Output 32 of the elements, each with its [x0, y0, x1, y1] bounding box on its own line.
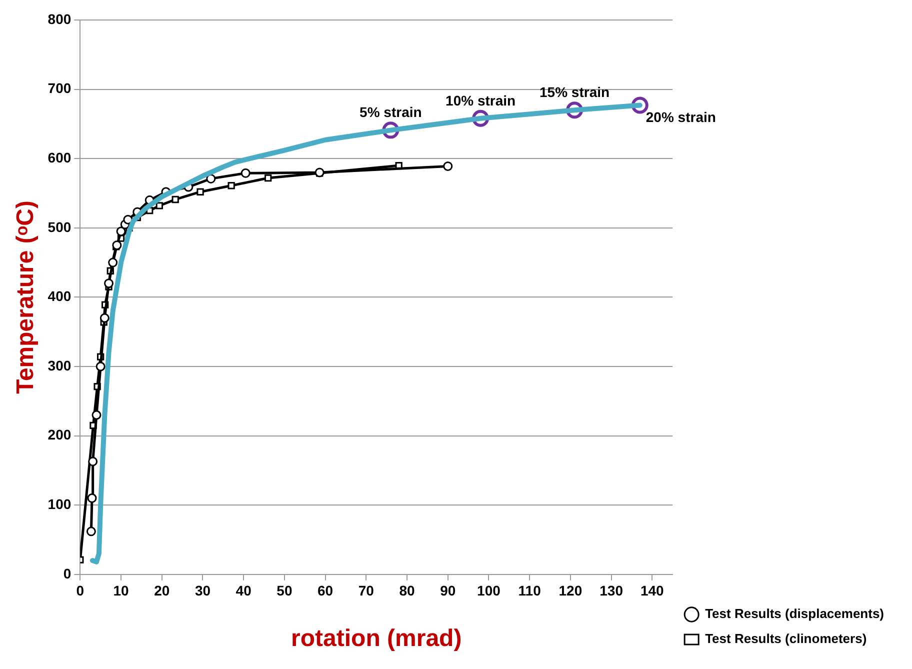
- x-tick-label: 60: [318, 582, 334, 599]
- annotation: 15% strain: [540, 84, 610, 100]
- x-tick-label: 90: [440, 582, 456, 599]
- y-tick-label: 400: [48, 288, 72, 304]
- y-axis-title: Temperature (ᵒC): [12, 200, 40, 394]
- y-tick-label: 500: [48, 218, 72, 235]
- annotation: 5% strain: [360, 104, 422, 120]
- x-tick-label: 110: [518, 582, 542, 599]
- x-tick-label: 10: [113, 582, 130, 599]
- x-tick-label: 70: [358, 582, 374, 599]
- annotation: 10% strain: [446, 92, 516, 108]
- x-tick-label: 50: [276, 582, 292, 599]
- x-tick-label: 120: [558, 582, 582, 599]
- legend-label: Test Results (clinometers): [705, 631, 867, 646]
- y-tick-label: 300: [48, 357, 72, 374]
- x-tick-label: 0: [76, 582, 84, 599]
- y-tick-label: 700: [48, 80, 72, 96]
- y-tick-label: 0: [63, 565, 72, 582]
- annotation: 20% strain: [646, 109, 716, 126]
- x-tick-label: 80: [399, 582, 416, 599]
- y-tick-label: 800: [48, 10, 72, 27]
- y-tick-label: 200: [48, 426, 72, 443]
- x-tick-label: 40: [236, 582, 252, 599]
- x-tick-label: 140: [640, 582, 664, 599]
- x-tick-label: 30: [194, 582, 211, 599]
- x-axis-title: rotation (mrad): [291, 625, 462, 652]
- y-tick-label: 600: [48, 149, 72, 166]
- legend-label: Test Results (displacements): [705, 606, 884, 622]
- x-tick-label: 100: [477, 582, 501, 599]
- y-tick-label: 100: [48, 496, 72, 512]
- x-tick-label: 20: [154, 582, 170, 599]
- x-tick-label: 130: [600, 582, 624, 599]
